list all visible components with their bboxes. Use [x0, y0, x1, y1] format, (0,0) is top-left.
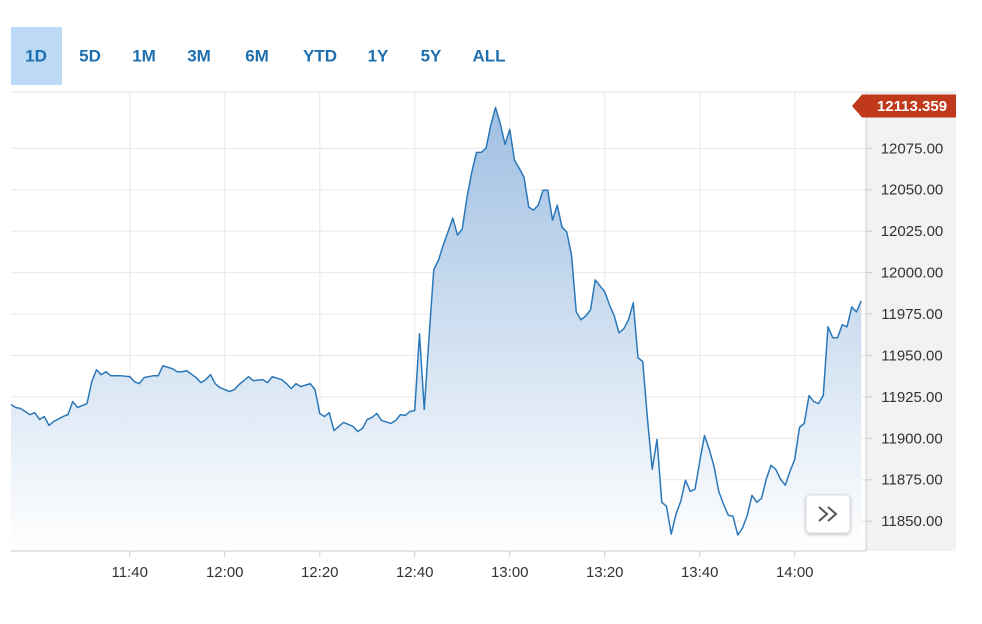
range-tab[interactable]: 5Y: [421, 46, 442, 65]
y-tick-label: 11875.00: [881, 472, 942, 489]
range-tab-label[interactable]: YTD: [303, 46, 337, 65]
scroll-button[interactable]: [805, 494, 851, 534]
range-tab[interactable]: YTD: [303, 46, 337, 65]
range-tab-label[interactable]: 1D: [25, 46, 47, 65]
axes: 11850.00 11875.00 11900.00 11925.00 11950.00…: [112, 94, 956, 581]
range-tab[interactable]: 1M: [132, 46, 156, 65]
y-tick-label: 12000.00: [881, 265, 944, 282]
range-tab[interactable]: ALL: [472, 46, 505, 65]
range-tab-label[interactable]: 1Y: [368, 46, 389, 65]
range-tab-label[interactable]: 3M: [187, 46, 211, 65]
y-tick-label: 12025.00: [881, 223, 944, 240]
area-fill: [11, 107, 862, 551]
range-tabs: 1D 5D 1M 3M 6M YTD 1Y 5Y ALL: [11, 27, 506, 85]
plot: [10, 106, 862, 551]
price-line: [10, 106, 862, 536]
range-tab[interactable]: 5D: [79, 46, 101, 65]
x-tick-label: 13:40: [681, 564, 719, 581]
x-tick-label: 12:40: [396, 564, 434, 581]
range-tab[interactable]: 6M: [245, 46, 269, 65]
x-tick-label: 12:20: [301, 564, 339, 581]
range-tab-label[interactable]: 6M: [245, 46, 269, 65]
range-tab[interactable]: 3M: [187, 46, 211, 65]
x-tick-label: 13:00: [491, 564, 529, 581]
x-tick-label: 12:00: [206, 564, 244, 581]
y-axis-panel: [866, 92, 956, 551]
range-tab[interactable]: 1D: [11, 27, 62, 85]
range-tab-label[interactable]: ALL: [472, 46, 505, 65]
last-price-label: 12113.359: [877, 98, 947, 115]
y-tick-label: 11900.00: [881, 430, 942, 447]
y-tick-label: 11975.00: [881, 306, 942, 323]
y-tick-label: 11850.00: [881, 513, 942, 530]
last-price-marker: [852, 94, 956, 118]
x-tick-label: 11:40: [112, 564, 148, 581]
range-tab-label[interactable]: 5Y: [421, 46, 442, 65]
range-tab-label[interactable]: 1M: [132, 46, 156, 65]
x-tick-label: 14:00: [776, 564, 814, 581]
scroll-icon: [818, 506, 838, 522]
selected-tab-bg: [11, 27, 62, 85]
y-tick-label: 11925.00: [881, 389, 942, 406]
range-tab-label[interactable]: 5D: [79, 46, 101, 65]
y-tick-label: 12075.00: [881, 140, 944, 157]
x-tick-label: 13:20: [586, 564, 624, 581]
y-tick-label: 11950.00: [881, 347, 942, 364]
range-tab[interactable]: 1Y: [368, 46, 389, 65]
y-tick-label: 12050.00: [881, 182, 944, 199]
